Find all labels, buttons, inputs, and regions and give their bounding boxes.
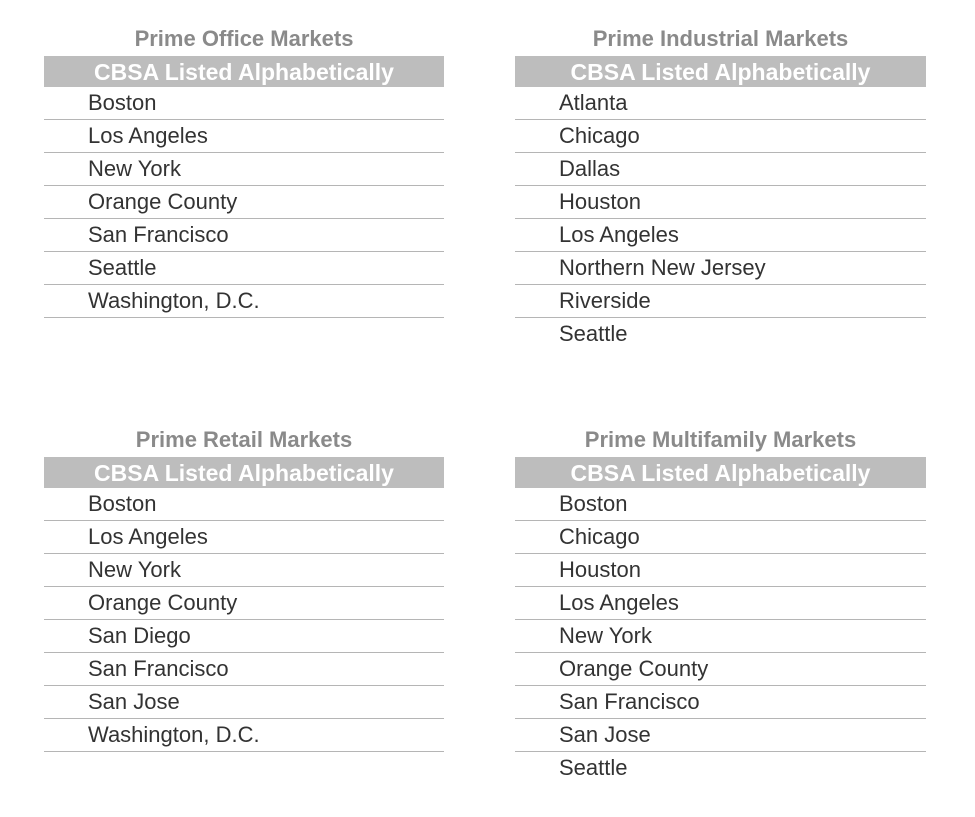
market-list-item: Los Angeles: [44, 521, 444, 554]
industrial-market-list: Atlanta Chicago Dallas Houston Los Angel…: [515, 87, 926, 350]
retail-table-header: CBSA Listed Alphabetically: [44, 457, 444, 488]
market-list-item: Seattle: [44, 252, 444, 285]
market-list-item: San Francisco: [44, 219, 444, 252]
market-list-item: San Jose: [515, 719, 926, 752]
market-list-item: Northern New Jersey: [515, 252, 926, 285]
market-list-item: Houston: [515, 186, 926, 219]
multifamily-market-list: Boston Chicago Houston Los Angeles New Y…: [515, 488, 926, 784]
market-list-item: Los Angeles: [515, 587, 926, 620]
office-market-list: Boston Los Angeles New York Orange Count…: [44, 87, 444, 318]
market-list-item: New York: [515, 620, 926, 653]
market-list-item: Washington, D.C.: [44, 285, 444, 318]
industrial-table-header: CBSA Listed Alphabetically: [515, 56, 926, 87]
market-list-item: New York: [44, 554, 444, 587]
market-list-item: San Francisco: [515, 686, 926, 719]
multifamily-markets-panel: Prime Multifamily Markets CBSA Listed Al…: [515, 423, 926, 784]
market-list-item: Chicago: [515, 120, 926, 153]
industrial-markets-title: Prime Industrial Markets: [592, 26, 849, 51]
office-markets-panel: Prime Office Markets CBSA Listed Alphabe…: [44, 22, 444, 318]
market-list-item: New York: [44, 153, 444, 186]
market-list-item: Orange County: [515, 653, 926, 686]
office-table-header: CBSA Listed Alphabetically: [44, 56, 444, 87]
market-list-item: Los Angeles: [44, 120, 444, 153]
retail-markets-panel: Prime Retail Markets CBSA Listed Alphabe…: [44, 423, 444, 752]
market-list-item: Houston: [515, 554, 926, 587]
market-list-item: San Diego: [44, 620, 444, 653]
market-list-item: Seattle: [559, 755, 628, 780]
market-list-item: San Jose: [44, 686, 444, 719]
retail-market-list: Boston Los Angeles New York Orange Count…: [44, 488, 444, 752]
market-list-item: Orange County: [44, 587, 444, 620]
market-list-item: San Francisco: [44, 653, 444, 686]
market-list-item: Seattle: [559, 321, 628, 346]
market-list-item: Boston: [515, 488, 926, 521]
multifamily-markets-title: Prime Multifamily Markets: [584, 427, 857, 452]
market-list-item: Boston: [44, 488, 444, 521]
market-list-item: Atlanta: [515, 87, 926, 120]
market-list-item: Boston: [44, 87, 444, 120]
office-markets-title: Prime Office Markets: [134, 26, 354, 51]
market-list-item: Chicago: [515, 521, 926, 554]
market-list-item: Orange County: [44, 186, 444, 219]
market-list-item: Los Angeles: [515, 219, 926, 252]
retail-markets-title: Prime Retail Markets: [135, 427, 353, 452]
industrial-markets-panel: Prime Industrial Markets CBSA Listed Alp…: [515, 22, 926, 350]
market-list-item: Riverside: [515, 285, 926, 318]
market-list-item: Washington, D.C.: [44, 719, 444, 752]
market-list-item: Dallas: [515, 153, 926, 186]
multifamily-table-header: CBSA Listed Alphabetically: [515, 457, 926, 488]
